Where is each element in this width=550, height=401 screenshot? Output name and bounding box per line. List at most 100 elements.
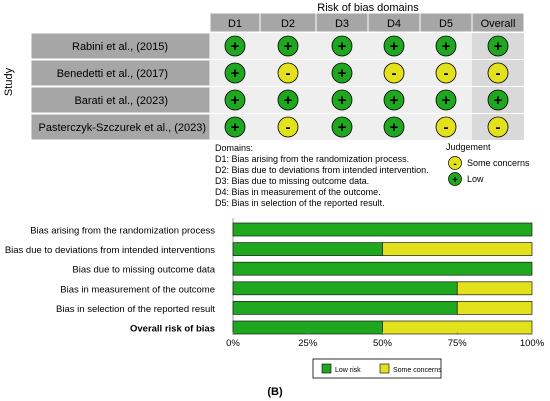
low-risk-legend-swatch xyxy=(321,363,332,374)
low-risk-icon xyxy=(383,116,405,138)
low-risk-bar xyxy=(232,242,383,256)
judgement-symbol: - xyxy=(286,65,291,82)
low-risk-bar xyxy=(232,222,533,237)
domain-header-d5: D5 xyxy=(439,18,453,30)
judgement-symbol: + xyxy=(494,38,503,55)
some-concerns-icon xyxy=(383,62,405,84)
some-concerns-icon xyxy=(487,116,509,138)
study-label-cell xyxy=(30,86,211,114)
study-label: Benedetti et al., (2017) xyxy=(57,68,168,80)
study-axis-label: Study xyxy=(3,67,15,96)
judgement-symbol: + xyxy=(390,92,399,109)
low-risk-icon xyxy=(224,35,246,57)
bar-legend-label: Some concerns xyxy=(393,367,442,374)
domain-header-d2: D2 xyxy=(281,18,295,30)
judgement-symbol: + xyxy=(390,38,399,55)
traffic-light-plot: Risk of bias domains Study D1 D2 D3 D4 D5 Ove… xyxy=(3,2,530,208)
judgement-legend-title: Judgement xyxy=(446,142,491,152)
x-tick-label: 0% xyxy=(226,338,240,349)
judgement-symbol: - xyxy=(444,119,449,136)
some-concerns-icon xyxy=(277,62,299,84)
low-risk-icon xyxy=(277,35,299,57)
judgement-symbol: + xyxy=(494,92,503,109)
some-concerns-icon xyxy=(448,156,462,170)
bar-legend-label: Low risk xyxy=(335,367,361,374)
low-risk-icon xyxy=(331,62,353,84)
x-tick-label: 75% xyxy=(448,338,468,349)
low-risk-icon xyxy=(383,89,405,111)
judgement-symbol: + xyxy=(390,119,399,136)
judgement-symbol: + xyxy=(284,38,293,55)
low-risk-bar xyxy=(232,301,458,315)
some-concerns-bar xyxy=(456,301,533,315)
judgement-symbol: + xyxy=(284,92,293,109)
domain-header-d4: D4 xyxy=(387,18,401,30)
judgement-symbol: + xyxy=(442,92,451,109)
judgement-symbol: + xyxy=(231,65,240,82)
low-risk-icon xyxy=(331,89,353,111)
judgement-symbol: - xyxy=(496,65,501,82)
figure-caption: (B) xyxy=(267,386,283,398)
judgement-symbol: + xyxy=(231,38,240,55)
low-risk-icon xyxy=(331,116,353,138)
some-concerns-icon xyxy=(487,62,509,84)
some-concerns-legend-swatch xyxy=(379,363,390,374)
low-risk-icon xyxy=(224,62,246,84)
low-risk-icon xyxy=(224,89,246,111)
x-tick-label: 100% xyxy=(520,338,545,349)
judgement-symbol: - xyxy=(496,119,501,136)
category-label: Bias due to deviations from intended int… xyxy=(5,245,215,256)
low-risk-icon xyxy=(435,89,457,111)
some-concerns-bar xyxy=(382,242,533,256)
judgement-symbol: - xyxy=(444,65,449,82)
judgement-legend-label: Low xyxy=(467,174,484,184)
domain-definition: D1: Bias arising from the randomization … xyxy=(215,154,409,164)
category-label: Bias due to missing outcome data xyxy=(72,265,215,276)
domain-definition: D3: Bias due to missing outcome data. xyxy=(215,176,369,186)
low-risk-bar xyxy=(232,281,458,296)
low-risk-icon xyxy=(331,35,353,57)
judgement-symbol: + xyxy=(338,119,347,136)
low-risk-bar xyxy=(232,261,533,276)
judgement-legend-label: Some concerns xyxy=(467,158,530,168)
judgement-symbol: + xyxy=(231,119,240,136)
domain-definition: D5: Bias in selection of the reported re… xyxy=(215,198,385,208)
risk-of-bias-domains-title: Risk of bias domains xyxy=(317,2,419,14)
x-tick-label: 50% xyxy=(373,338,393,349)
judgement-symbol: + xyxy=(231,92,240,109)
some-concerns-icon xyxy=(277,116,299,138)
category-label: Bias arising from the randomization proc… xyxy=(30,226,215,237)
judgement-legend-symbol: + xyxy=(452,175,458,186)
domain-header-overall: Overall xyxy=(481,18,516,30)
low-risk-icon xyxy=(224,116,246,138)
domain-header-d1: D1 xyxy=(228,18,242,30)
judgement-symbol: + xyxy=(442,38,451,55)
domain-definition: D2: Bias due to deviations from intended… xyxy=(215,165,429,175)
judgement-legend-symbol: - xyxy=(453,159,456,170)
judgement-symbol: + xyxy=(338,92,347,109)
some-concerns-icon xyxy=(435,62,457,84)
some-concerns-bar xyxy=(456,281,533,296)
low-risk-icon xyxy=(448,172,462,186)
study-label: Rabini et al., (2015) xyxy=(72,41,168,53)
study-label: Barati et al., (2023) xyxy=(74,95,168,107)
low-risk-icon xyxy=(435,35,457,57)
low-risk-icon xyxy=(487,89,509,111)
category-label: Overall risk of bias xyxy=(130,324,215,335)
domain-definition: D4: Bias in measurement of the outcome. xyxy=(215,187,381,197)
category-label: Bias in measurement of the outcome xyxy=(60,284,215,295)
domain-header-cell xyxy=(471,12,525,33)
domain-header-d3: D3 xyxy=(335,18,349,30)
low-risk-icon xyxy=(487,35,509,57)
judgement-symbol: - xyxy=(286,119,291,136)
judgement-symbol: + xyxy=(338,38,347,55)
some-concerns-icon xyxy=(435,116,457,138)
judgement-symbol: - xyxy=(392,65,397,82)
summary-bar-chart: Bias arising from the randomization proc… xyxy=(5,218,545,379)
study-label: Pasterczyk-Szczurek et al., (2023) xyxy=(38,122,206,134)
bar-legend-box xyxy=(312,358,442,379)
low-risk-icon xyxy=(383,35,405,57)
x-tick-label: 25% xyxy=(298,338,318,349)
domains-legend-title: Domains: xyxy=(215,143,253,153)
